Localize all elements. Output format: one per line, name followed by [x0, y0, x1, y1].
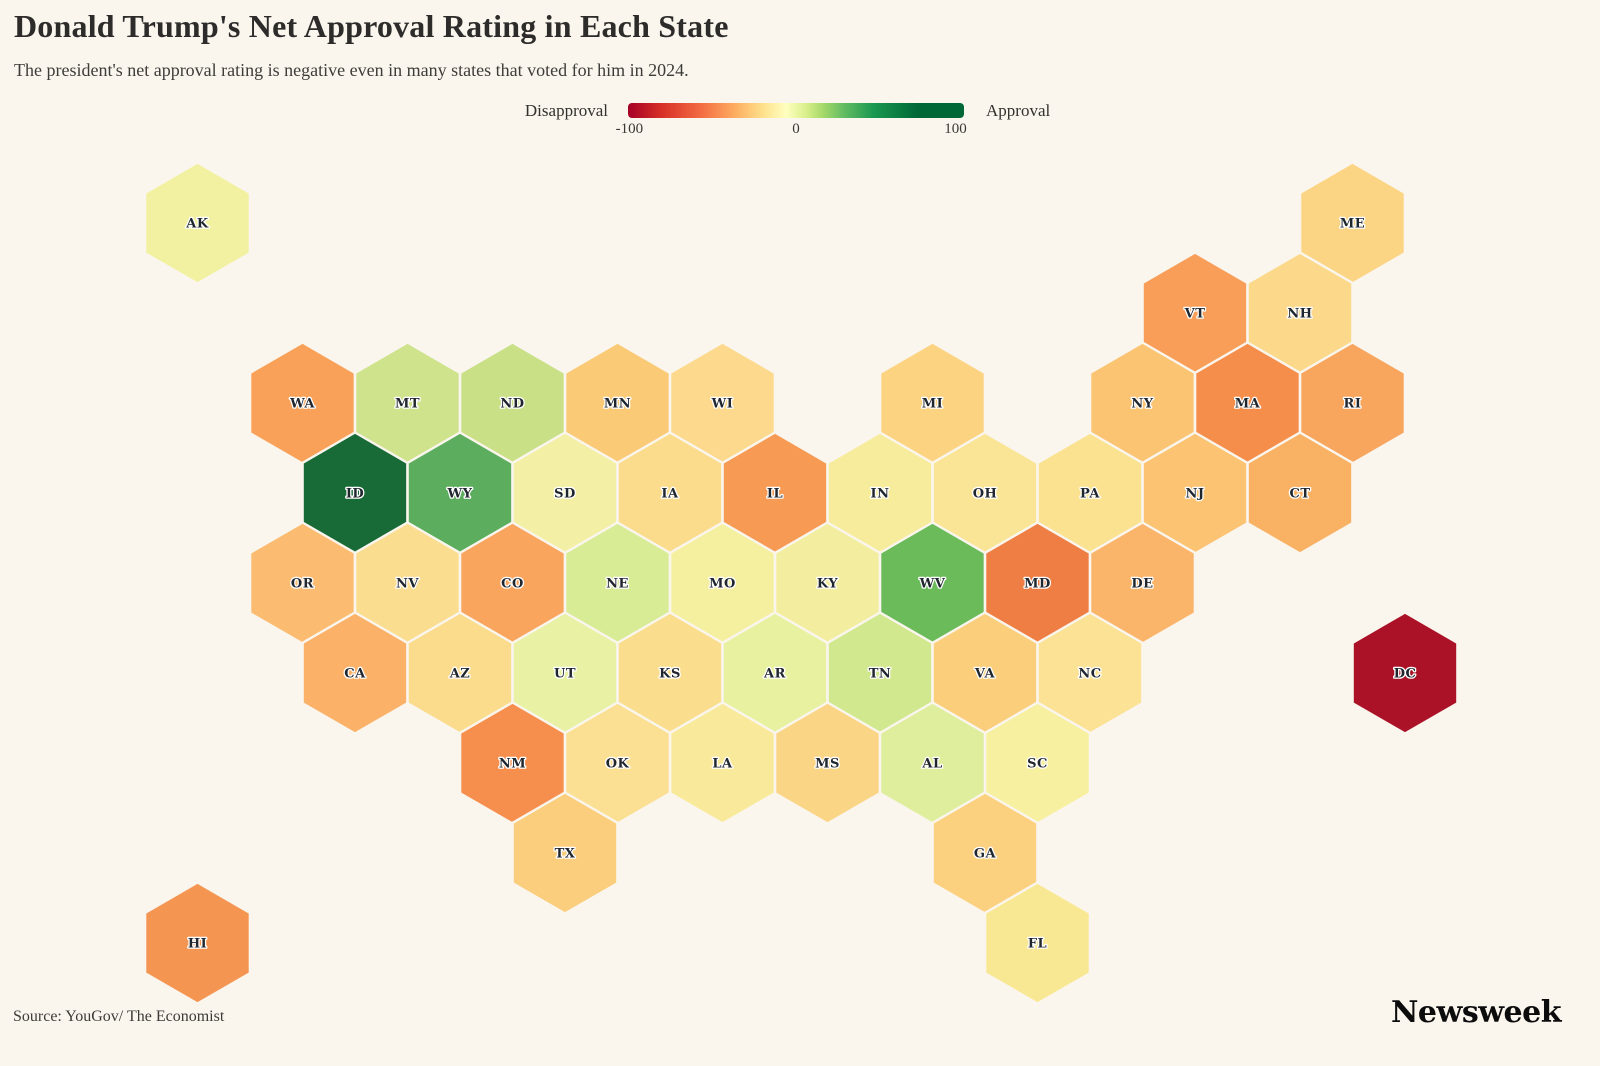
legend-ticks: -100 0 100 [616, 121, 967, 139]
hex-label-MD: MD [1024, 577, 1051, 592]
hex-CT [1246, 431, 1354, 555]
hex-label-NE: NE [606, 577, 629, 592]
hex-label-NM: NM [499, 757, 526, 772]
hex-label-AK: AK [185, 217, 209, 232]
hex-label-OR: OR [291, 577, 314, 592]
hex-label-ND: ND [500, 397, 524, 412]
hex-label-MT: MT [395, 397, 420, 412]
newsweek-logo: Newsweek [1391, 995, 1562, 1030]
hex-label-IN: IN [871, 487, 890, 502]
hex-label-ME: ME [1340, 217, 1365, 232]
hex-label-CA: CA [344, 667, 366, 682]
hex-label-NJ: NJ [1185, 487, 1204, 502]
hex-label-MA: MA [1235, 397, 1261, 412]
hex-label-PA: PA [1080, 487, 1100, 502]
hex-label-FL: FL [1028, 937, 1047, 952]
hex-HI [143, 881, 252, 1005]
hex-label-AZ: AZ [449, 667, 471, 682]
hex-label-GA: GA [974, 847, 997, 862]
page-title: Donald Trump's Net Approval Rating in Ea… [14, 8, 729, 44]
hex-label-RI: RI [1344, 397, 1362, 412]
legend-approval-label: Approval [986, 101, 1051, 120]
hex-label-TX: TX [555, 847, 576, 862]
legend-disapproval-label: Disapproval [524, 101, 608, 120]
hex-label-KS: KS [659, 667, 681, 682]
hex-label-WV: WV [919, 577, 946, 592]
hex-label-AR: AR [763, 667, 786, 682]
hex-TX [511, 791, 619, 915]
hex-label-WY: WY [447, 487, 473, 502]
hex-AK [143, 161, 252, 285]
hex-FL [983, 881, 1092, 1005]
hex-label-MO: MO [709, 577, 736, 592]
hex-label-HI: HI [188, 937, 207, 952]
hex-label-NV: NV [396, 577, 419, 592]
hex-label-IL: IL [767, 487, 783, 502]
hex-label-WI: WI [711, 397, 734, 412]
source-credit: Source: YouGov/ The Economist [13, 1008, 225, 1025]
hex-label-SD: SD [554, 487, 576, 502]
hex-label-MN: MN [604, 397, 631, 412]
hex-DC [1351, 611, 1459, 735]
hex-label-LA: LA [712, 757, 733, 772]
hex-label-MS: MS [815, 757, 840, 772]
hex-label-SC: SC [1027, 757, 1048, 772]
legend-tick-min: -100 [615, 121, 644, 137]
hex-label-CT: CT [1289, 487, 1310, 502]
hex-label-VT: VT [1184, 307, 1206, 322]
hex-label-DE: DE [1131, 577, 1153, 592]
hex-label-CO: CO [501, 577, 524, 592]
hex-label-KY: KY [817, 577, 838, 592]
hex-label-NC: NC [1078, 667, 1101, 682]
page-subtitle: The president's net approval rating is n… [14, 60, 689, 80]
hex-label-UT: UT [554, 667, 576, 682]
hex-label-DC: DC [1394, 667, 1417, 682]
legend-gradient-bar [628, 103, 964, 118]
legend-tick-max: 100 [944, 121, 967, 137]
hex-label-NH: NH [1287, 307, 1312, 322]
hex-label-VA: VA [974, 667, 996, 682]
hex-label-MI: MI [922, 397, 943, 412]
hex-label-IA: IA [661, 487, 679, 502]
hex-label-OK: OK [606, 757, 630, 772]
hex-label-OH: OH [973, 487, 998, 502]
hex-label-ID: ID [346, 487, 364, 502]
hex-label-WA: WA [289, 397, 315, 412]
hex-label-NY: NY [1131, 397, 1153, 412]
hex-label-TN: TN [869, 667, 892, 682]
hex-label-AL: AL [921, 757, 942, 772]
legend-tick-mid: 0 [792, 121, 800, 137]
